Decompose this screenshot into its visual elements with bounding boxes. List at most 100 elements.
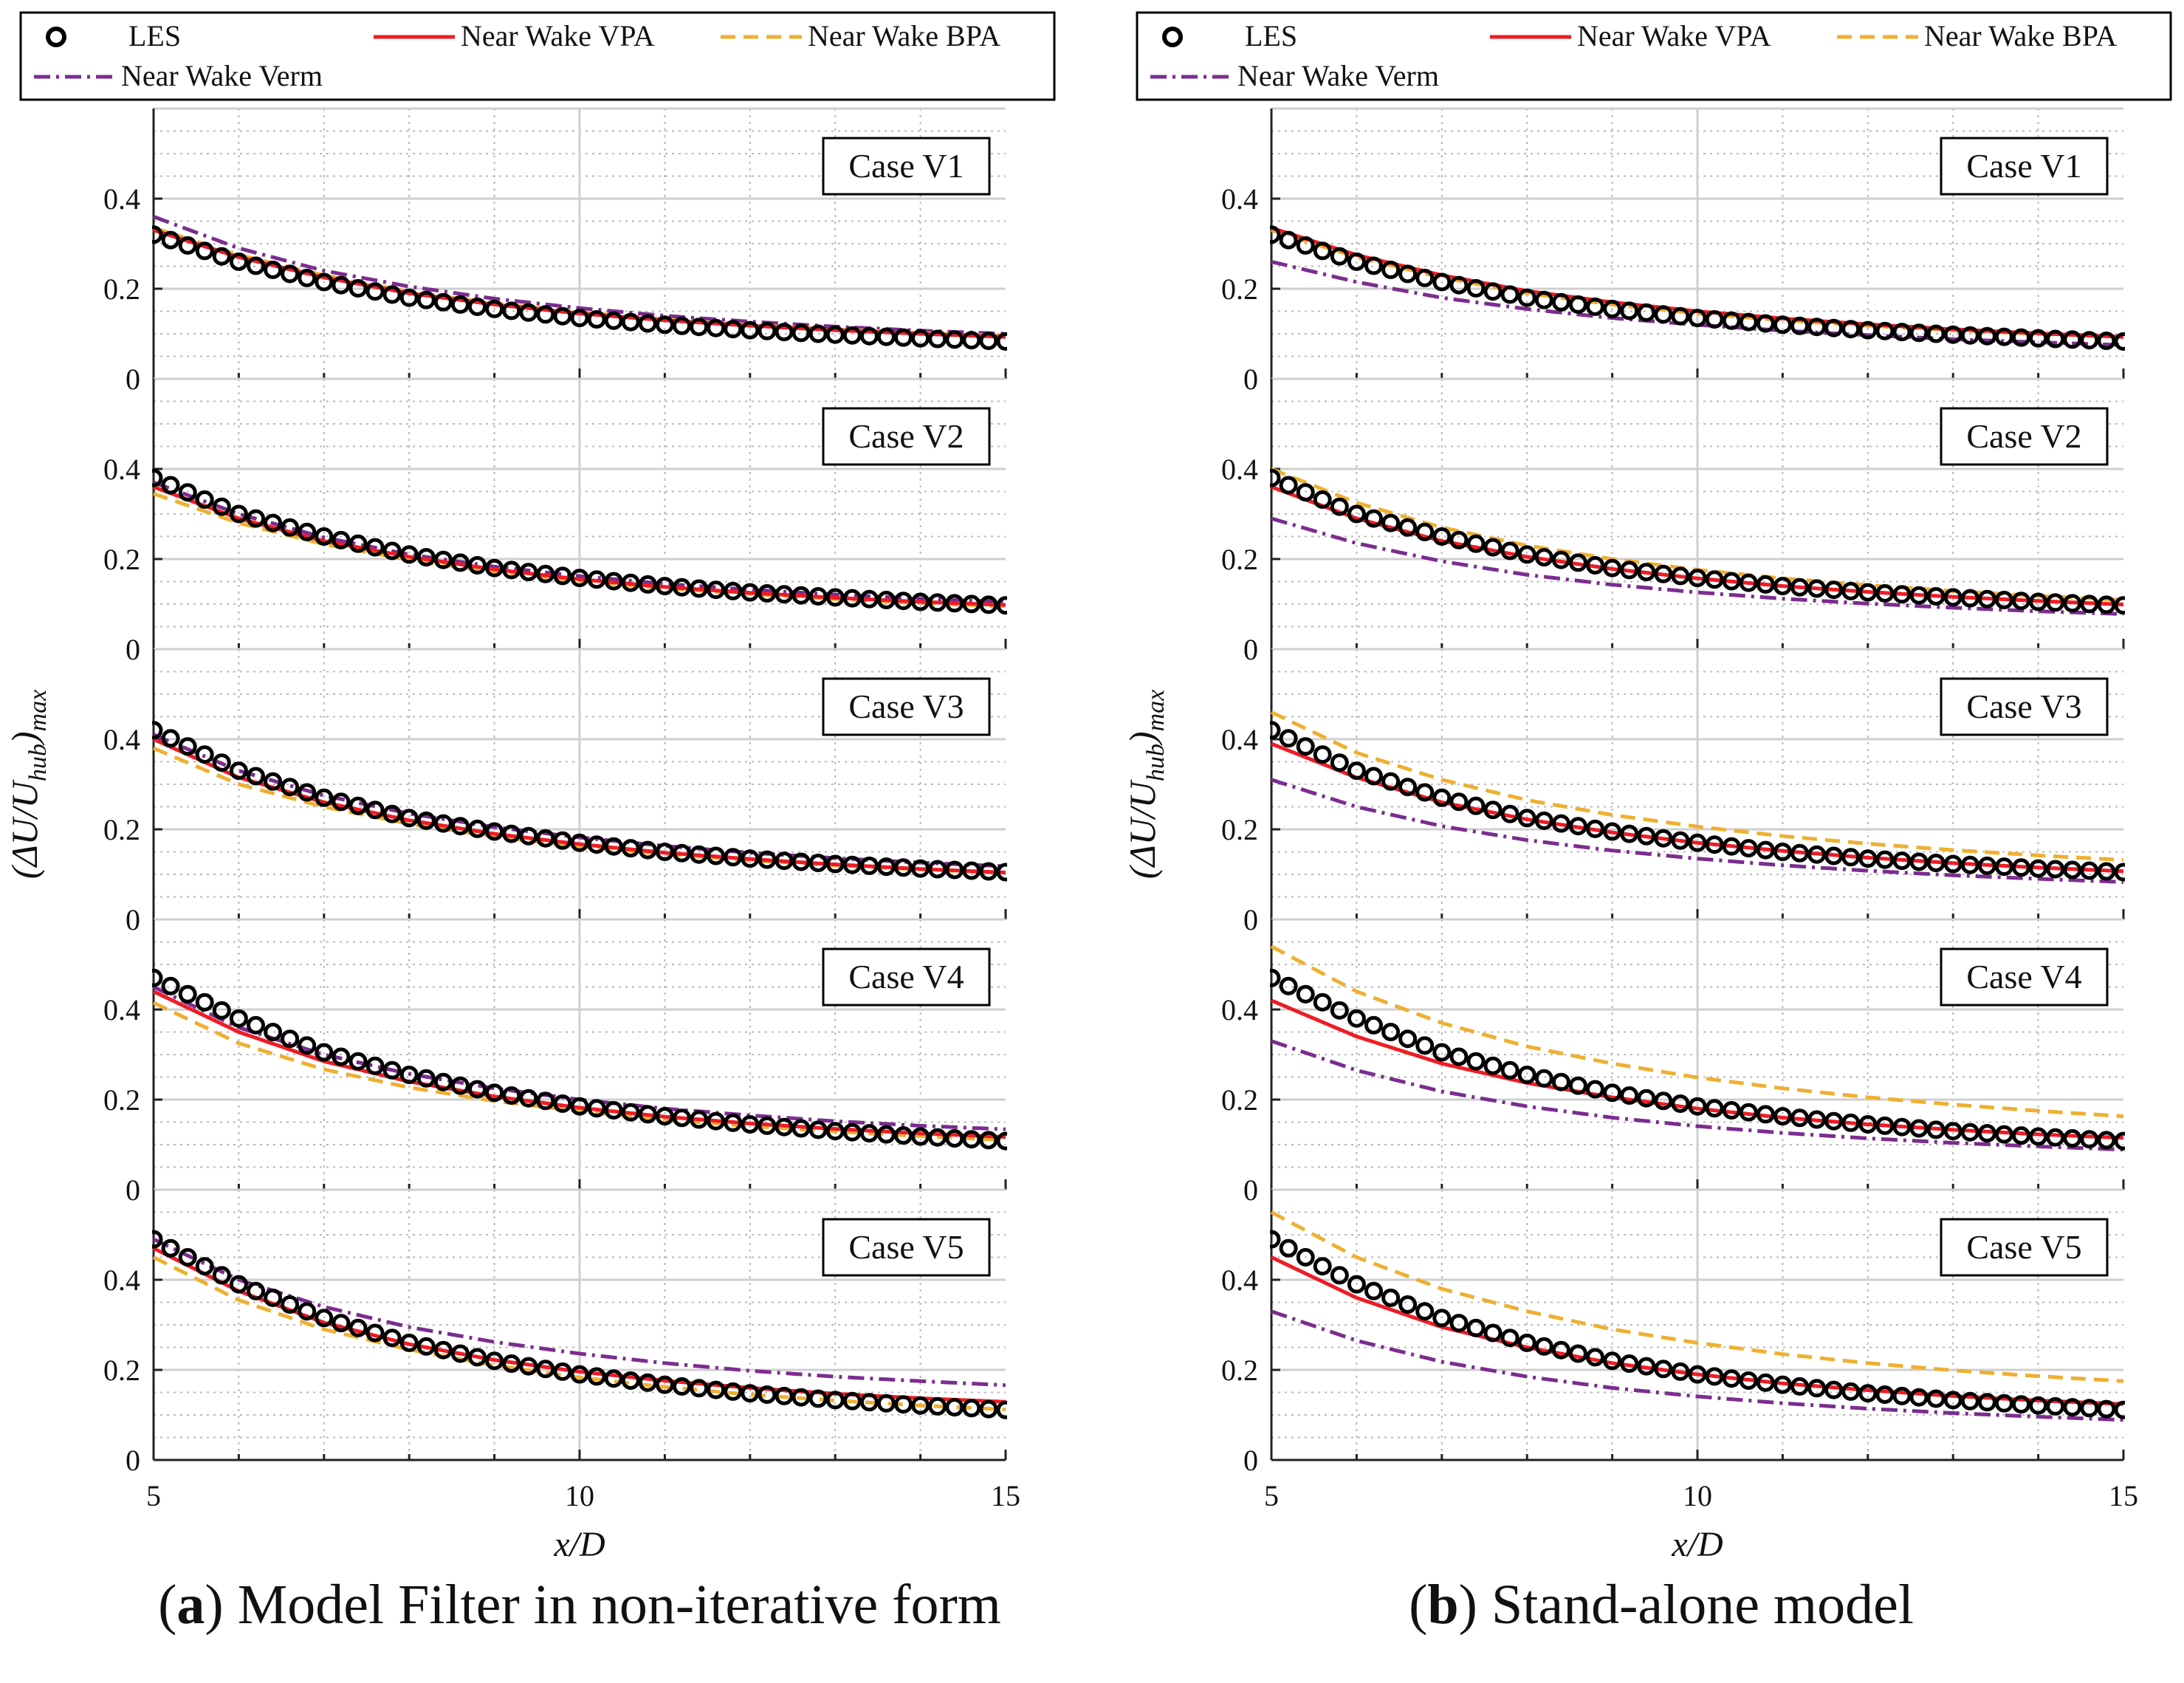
les-marker bbox=[1807, 1379, 1827, 1398]
y-tick-label: 0.4 bbox=[103, 1264, 140, 1297]
y-tick-label: 0.2 bbox=[103, 813, 140, 846]
series-markers-les bbox=[152, 468, 1007, 615]
les-marker bbox=[655, 1107, 674, 1126]
les-marker bbox=[1364, 256, 1383, 275]
les-marker bbox=[161, 729, 180, 748]
les-marker bbox=[1483, 1056, 1503, 1075]
y-tick-label: 0.2 bbox=[103, 543, 140, 576]
les-marker bbox=[1568, 817, 1587, 836]
les-marker bbox=[2029, 1127, 2048, 1146]
les-marker bbox=[2063, 860, 2082, 880]
les-marker bbox=[962, 594, 981, 614]
series-line-bpa bbox=[1270, 945, 2124, 1119]
les-marker bbox=[911, 859, 930, 878]
case-label-text: Case V1 bbox=[848, 147, 964, 185]
les-marker bbox=[1637, 303, 1656, 322]
les-marker bbox=[911, 1396, 930, 1415]
les-marker bbox=[1551, 292, 1570, 312]
les-marker bbox=[1500, 285, 1519, 304]
case-label: Case V4 bbox=[1940, 947, 2109, 1007]
les-marker bbox=[962, 1399, 981, 1418]
caption-b-letter: b bbox=[1427, 1574, 1459, 1636]
les-marker bbox=[1841, 1113, 1861, 1132]
les-marker bbox=[416, 1069, 436, 1088]
les-marker bbox=[212, 1001, 231, 1020]
les-marker bbox=[1688, 309, 1707, 328]
les-marker bbox=[433, 1072, 453, 1091]
les-marker bbox=[876, 591, 896, 609]
y-tick-label: 0 bbox=[1243, 363, 1258, 396]
les-marker bbox=[1926, 324, 1946, 343]
les-marker bbox=[152, 468, 163, 487]
les-marker bbox=[298, 522, 317, 541]
les-marker bbox=[1858, 849, 1878, 868]
les-marker bbox=[332, 792, 351, 812]
y-ticks: 0 0.2 0.4 bbox=[103, 453, 162, 666]
les-marker bbox=[1892, 1386, 1912, 1405]
les-marker bbox=[1739, 1103, 1758, 1122]
les-marker bbox=[178, 236, 197, 255]
les-marker bbox=[2114, 332, 2125, 351]
les-marker bbox=[1279, 729, 1298, 748]
legend-box bbox=[19, 11, 1056, 101]
les-marker bbox=[962, 1130, 981, 1149]
les-marker bbox=[332, 1047, 351, 1066]
les-marker bbox=[382, 541, 402, 561]
les-marker bbox=[468, 556, 487, 575]
les-marker bbox=[1534, 290, 1553, 309]
les-marker bbox=[1688, 833, 1707, 852]
les-marker bbox=[741, 321, 760, 340]
les-marker bbox=[1296, 236, 1315, 255]
les-marker bbox=[1603, 299, 1622, 318]
les-marker bbox=[1722, 572, 1741, 591]
les-marker bbox=[1705, 1099, 1724, 1118]
les-marker bbox=[979, 595, 998, 614]
les-marker bbox=[911, 1127, 930, 1146]
les-marker bbox=[178, 737, 197, 756]
legend: LES Near Wake VPA Near Wake BPA Near Wake V… bbox=[19, 11, 1056, 101]
les-marker bbox=[655, 1375, 674, 1394]
les-marker bbox=[1449, 1047, 1469, 1066]
series-group bbox=[1270, 467, 2125, 616]
les-marker bbox=[724, 1382, 743, 1401]
les-marker bbox=[1994, 1125, 2013, 1144]
les-marker bbox=[1994, 591, 2013, 609]
les-marker bbox=[1296, 1248, 1315, 1266]
les-marker bbox=[791, 852, 811, 871]
les-marker bbox=[1432, 1043, 1452, 1062]
les-marker bbox=[450, 817, 470, 836]
y-tick-label: 0.4 bbox=[1221, 723, 1258, 756]
legend-entry-vpa: Near Wake VPA bbox=[1490, 19, 1771, 52]
les-marker bbox=[1722, 1369, 1741, 1388]
les-marker bbox=[638, 1105, 657, 1124]
les-marker bbox=[1824, 846, 1844, 866]
les-marker bbox=[1330, 497, 1349, 516]
les-marker bbox=[433, 550, 453, 569]
les-marker bbox=[485, 558, 504, 577]
les-marker bbox=[587, 310, 606, 329]
y-tick-label: 0 bbox=[126, 1444, 140, 1477]
les-marker bbox=[161, 230, 180, 250]
les-marker bbox=[655, 577, 674, 596]
les-marker bbox=[1858, 1115, 1878, 1134]
les-marker bbox=[1517, 545, 1536, 564]
case-label: Case V1 bbox=[822, 137, 991, 196]
les-marker bbox=[536, 1360, 555, 1379]
les-marker bbox=[298, 783, 317, 802]
series-markers-les bbox=[152, 721, 1007, 882]
les-marker bbox=[1466, 1052, 1486, 1071]
les-marker bbox=[348, 278, 368, 298]
les-marker bbox=[1858, 583, 1878, 602]
y-tick-label: 0 bbox=[126, 903, 140, 936]
grid bbox=[154, 107, 1006, 379]
les-marker bbox=[1892, 323, 1912, 342]
series-line-verm bbox=[1271, 1309, 2124, 1422]
case-label-box bbox=[1940, 947, 2109, 1007]
les-marker bbox=[2114, 863, 2125, 882]
les-marker bbox=[724, 581, 743, 600]
les-marker bbox=[1790, 1108, 1809, 1128]
series-markers-les bbox=[1270, 968, 2125, 1151]
les-marker bbox=[911, 329, 930, 348]
les-marker bbox=[1858, 1384, 1878, 1403]
les-marker bbox=[382, 804, 402, 823]
